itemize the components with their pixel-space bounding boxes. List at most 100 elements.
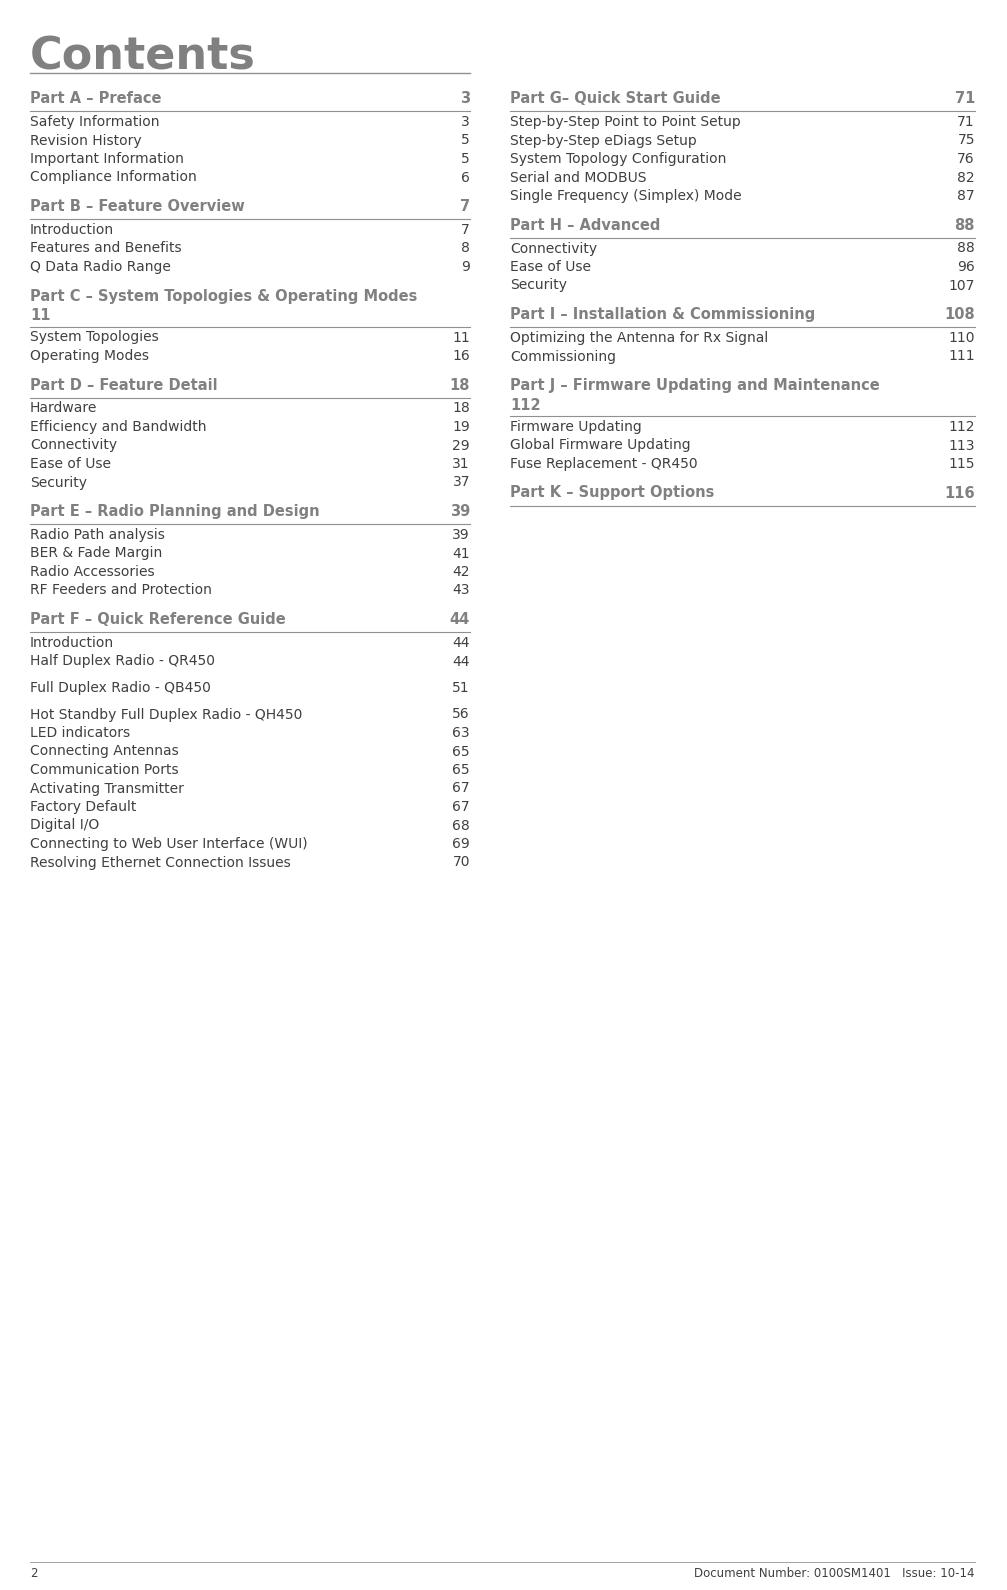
Text: 96: 96: [958, 261, 975, 273]
Text: 7: 7: [460, 199, 470, 215]
Text: 116: 116: [945, 485, 975, 501]
Text: Operating Modes: Operating Modes: [30, 348, 149, 363]
Text: 56: 56: [452, 708, 470, 722]
Text: Part I – Installation & Commissioning: Part I – Installation & Commissioning: [510, 307, 816, 323]
Text: 68: 68: [452, 819, 470, 833]
Text: Part H – Advanced: Part H – Advanced: [510, 218, 661, 232]
Text: Serial and MODBUS: Serial and MODBUS: [510, 170, 646, 184]
Text: Connecting to Web User Interface (WUI): Connecting to Web User Interface (WUI): [30, 836, 307, 851]
Text: 16: 16: [452, 348, 470, 363]
Text: 18: 18: [449, 377, 470, 393]
Text: Factory Default: Factory Default: [30, 800, 136, 814]
Text: Efficiency and Bandwidth: Efficiency and Bandwidth: [30, 420, 206, 434]
Text: Part E – Radio Planning and Design: Part E – Radio Planning and Design: [30, 504, 319, 518]
Text: 8: 8: [461, 242, 470, 256]
Text: Global Firmware Updating: Global Firmware Updating: [510, 439, 691, 453]
Text: Safety Information: Safety Information: [30, 114, 159, 129]
Text: 3: 3: [460, 91, 470, 107]
Text: Compliance Information: Compliance Information: [30, 170, 196, 184]
Text: RF Feeders and Protection: RF Feeders and Protection: [30, 584, 211, 598]
Text: Communication Ports: Communication Ports: [30, 763, 178, 778]
Text: Step-by-Step Point to Point Setup: Step-by-Step Point to Point Setup: [510, 114, 741, 129]
Text: Security: Security: [30, 475, 87, 490]
Text: Digital I/O: Digital I/O: [30, 819, 100, 833]
Text: 111: 111: [949, 350, 975, 364]
Text: Commissioning: Commissioning: [510, 350, 616, 364]
Text: 44: 44: [452, 636, 470, 650]
Text: Part A – Preface: Part A – Preface: [30, 91, 161, 107]
Text: Hot Standby Full Duplex Radio - QH450: Hot Standby Full Duplex Radio - QH450: [30, 708, 302, 722]
Text: Half Duplex Radio - QR450: Half Duplex Radio - QR450: [30, 655, 215, 668]
Text: 29: 29: [452, 439, 470, 453]
Text: Connectivity: Connectivity: [510, 242, 597, 256]
Text: 113: 113: [949, 439, 975, 453]
Text: 71: 71: [955, 91, 975, 107]
Text: Single Frequency (Simplex) Mode: Single Frequency (Simplex) Mode: [510, 189, 741, 204]
Text: 44: 44: [452, 655, 470, 668]
Text: Part J – Firmware Updating and Maintenance: Part J – Firmware Updating and Maintenan…: [510, 378, 880, 393]
Text: 63: 63: [452, 727, 470, 739]
Text: Part D – Feature Detail: Part D – Feature Detail: [30, 377, 218, 393]
Text: 88: 88: [955, 218, 975, 232]
Text: 65: 65: [452, 763, 470, 778]
Text: 18: 18: [452, 402, 470, 415]
Text: 39: 39: [452, 528, 470, 542]
Text: 9: 9: [461, 261, 470, 273]
Text: Part B – Feature Overview: Part B – Feature Overview: [30, 199, 245, 215]
Text: Full Duplex Radio - QB450: Full Duplex Radio - QB450: [30, 681, 210, 695]
Text: 41: 41: [452, 547, 470, 561]
Text: 69: 69: [452, 836, 470, 851]
Text: Activating Transmitter: Activating Transmitter: [30, 782, 184, 795]
Text: Features and Benefits: Features and Benefits: [30, 242, 181, 256]
Text: 108: 108: [945, 307, 975, 323]
Text: 115: 115: [949, 456, 975, 471]
Text: 71: 71: [958, 114, 975, 129]
Text: 75: 75: [958, 134, 975, 148]
Text: Hardware: Hardware: [30, 402, 98, 415]
Text: Introduction: Introduction: [30, 223, 114, 237]
Text: 112: 112: [949, 420, 975, 434]
Text: Introduction: Introduction: [30, 636, 114, 650]
Text: Part G– Quick Start Guide: Part G– Quick Start Guide: [510, 91, 721, 107]
Text: Q Data Radio Range: Q Data Radio Range: [30, 261, 171, 273]
Text: Firmware Updating: Firmware Updating: [510, 420, 641, 434]
Text: 5: 5: [461, 134, 470, 148]
Text: Fuse Replacement - QR450: Fuse Replacement - QR450: [510, 456, 698, 471]
Text: 3: 3: [461, 114, 470, 129]
Text: 7: 7: [461, 223, 470, 237]
Text: Step-by-Step eDiags Setup: Step-by-Step eDiags Setup: [510, 134, 697, 148]
Text: Connectivity: Connectivity: [30, 439, 117, 453]
Text: Security: Security: [510, 278, 567, 293]
Text: 110: 110: [949, 331, 975, 345]
Text: 67: 67: [452, 782, 470, 795]
Text: BER & Fade Margin: BER & Fade Margin: [30, 547, 162, 561]
Text: 65: 65: [452, 744, 470, 758]
Text: 43: 43: [452, 584, 470, 598]
Text: Optimizing the Antenna for Rx Signal: Optimizing the Antenna for Rx Signal: [510, 331, 768, 345]
Text: 112: 112: [510, 398, 541, 413]
Text: Ease of Use: Ease of Use: [30, 456, 111, 471]
Text: 11: 11: [30, 308, 50, 323]
Text: 39: 39: [450, 504, 470, 518]
Text: 76: 76: [958, 153, 975, 165]
Text: Radio Path analysis: Radio Path analysis: [30, 528, 165, 542]
Text: 2: 2: [30, 1568, 37, 1580]
Text: Resolving Ethernet Connection Issues: Resolving Ethernet Connection Issues: [30, 855, 291, 870]
Text: 37: 37: [452, 475, 470, 490]
Text: 87: 87: [958, 189, 975, 204]
Text: 19: 19: [452, 420, 470, 434]
Text: 11: 11: [452, 331, 470, 345]
Text: 51: 51: [452, 681, 470, 695]
Text: Part F – Quick Reference Guide: Part F – Quick Reference Guide: [30, 612, 286, 626]
Text: 107: 107: [949, 278, 975, 293]
Text: 42: 42: [452, 564, 470, 579]
Text: 31: 31: [452, 456, 470, 471]
Text: 5: 5: [461, 153, 470, 165]
Text: 70: 70: [452, 855, 470, 870]
Text: Important Information: Important Information: [30, 153, 184, 165]
Text: System Topologies: System Topologies: [30, 331, 159, 345]
Text: Part K – Support Options: Part K – Support Options: [510, 485, 714, 501]
Text: Contents: Contents: [30, 35, 256, 78]
Text: Part C – System Topologies & Operating Modes: Part C – System Topologies & Operating M…: [30, 288, 417, 304]
Text: 6: 6: [461, 170, 470, 184]
